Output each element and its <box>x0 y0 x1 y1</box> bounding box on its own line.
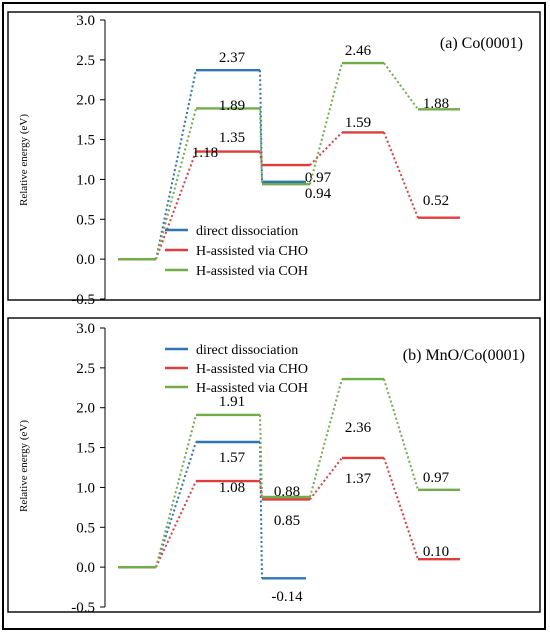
data-label: 2.37 <box>219 50 246 66</box>
connector-line <box>259 70 263 182</box>
data-label: 1.88 <box>423 96 449 112</box>
data-label: 1.37 <box>345 471 372 487</box>
connector-line <box>259 414 263 498</box>
panel-border <box>7 317 541 613</box>
data-label: 0.10 <box>423 544 449 560</box>
data-label: 2.46 <box>345 43 372 59</box>
data-label: 1.59 <box>345 115 371 131</box>
connector-line <box>383 457 419 560</box>
connector-line <box>309 131 343 166</box>
connector-line <box>309 378 343 498</box>
y-tick-label: 1.0 <box>76 172 95 188</box>
panel-title: (b) MnO/Co(0001) <box>403 347 525 364</box>
y-axis-label: Relative energy (eV) <box>18 114 30 206</box>
series-h-assisted-via-cho: 1.08 0.85 1.37 0.10 <box>118 456 460 569</box>
data-label: 1.35 <box>219 130 245 146</box>
legend-entry: direct dissociation <box>196 224 298 239</box>
connector-line <box>309 62 343 185</box>
connector-line <box>155 414 197 568</box>
y-tick-label: 1.5 <box>76 133 95 149</box>
y-tick-label: -0.5 <box>71 600 95 616</box>
connector-line <box>383 378 419 491</box>
data-label: 0.85 <box>274 513 300 529</box>
y-tick-label: 1.0 <box>76 480 95 496</box>
y-tick-label: 0.0 <box>76 252 95 268</box>
legend-entry: direct dissociation <box>196 343 298 358</box>
series-h-assisted-via-coh: 1.89 0.94 2.46 1.88 <box>118 43 460 261</box>
panel-border <box>7 11 541 301</box>
panel-title: (a) Co(0001) <box>440 35 523 52</box>
legend-entry: H-assisted via COH <box>196 264 308 279</box>
y-tick-label: 0.5 <box>76 520 95 536</box>
connector-line <box>155 151 197 260</box>
data-label: 1.57 <box>219 450 246 466</box>
y-tick-label: 2.0 <box>76 93 95 109</box>
y-tick-label: 2.5 <box>76 53 95 69</box>
y-tick-label: 2.5 <box>76 361 95 377</box>
data-label: 1.18 <box>192 145 218 161</box>
y-tick-label: 1.5 <box>76 441 95 457</box>
legend: direct dissociation H-assisted via CHO H-a… <box>165 343 308 396</box>
connector-line <box>155 441 197 568</box>
connector-line <box>383 62 419 110</box>
data-label: 1.08 <box>219 480 245 496</box>
legend: direct dissociation H-assisted via CHO H-a… <box>165 224 308 279</box>
data-label: -0.14 <box>271 589 303 605</box>
connector-line <box>383 132 419 219</box>
data-label: 1.89 <box>219 98 245 114</box>
panel-b: 3.0 2.5 2.0 1.5 1.0 0.5 0.0 -0.5 Relative energy… <box>7 317 541 616</box>
connector-line <box>155 108 197 260</box>
y-axis-label: Relative energy (eV) <box>18 420 30 512</box>
y-tick-label: 0.5 <box>76 212 95 228</box>
data-label: 0.88 <box>274 484 300 500</box>
y-tick-label: 3.0 <box>76 321 95 337</box>
data-label: 0.97 <box>423 470 450 486</box>
connector-line <box>259 441 263 579</box>
data-label: 0.52 <box>423 193 449 209</box>
series-h-assisted-via-coh: 1.91 0.88 2.36 0.97 <box>118 377 460 569</box>
data-label: 0.97 <box>305 170 332 186</box>
legend-entry: H-assisted via CHO <box>196 244 308 259</box>
panel-a: 3.0 2.5 2.0 1.5 1.0 0.5 0.0 -0.5 Relative energy… <box>7 11 541 308</box>
connector-line <box>155 70 197 260</box>
data-label: 1.91 <box>219 394 245 410</box>
legend-entry: H-assisted via COH <box>196 381 308 396</box>
y-tick-label: 3.0 <box>76 13 95 29</box>
y-tick-label: 0.0 <box>76 560 95 576</box>
connector-line <box>259 108 263 185</box>
legend-entry: H-assisted via CHO <box>196 362 308 377</box>
y-tick-label: -0.5 <box>71 292 95 308</box>
data-label: 0.94 <box>305 186 332 202</box>
connector-line <box>155 480 197 568</box>
data-label: 2.36 <box>345 420 372 436</box>
y-tick-label: 2.0 <box>76 401 95 417</box>
figure-frame <box>2 2 546 630</box>
